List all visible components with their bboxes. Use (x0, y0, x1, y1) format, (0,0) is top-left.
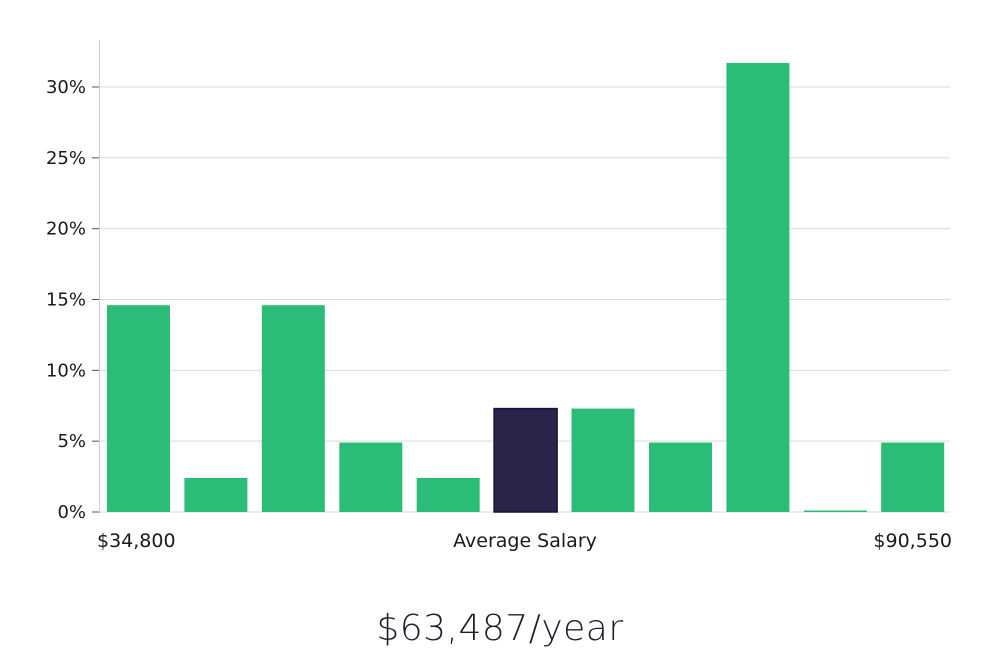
y-tick-label: 10% (46, 360, 86, 381)
y-tick-label: 0% (57, 502, 86, 523)
bar (261, 305, 325, 512)
bar (726, 62, 790, 513)
salary-histogram-chart: 0% 5% 10% 15% 20% 25% 30% $34,800 Average Sala… (46, 40, 952, 552)
x-right-label: $90,550 (873, 530, 952, 552)
bar (803, 510, 867, 512)
bar (649, 442, 712, 512)
bar (881, 442, 945, 512)
y-tick-label: 15% (46, 290, 86, 311)
bar (416, 478, 480, 512)
y-tick-label: 25% (46, 148, 86, 169)
y-axis-ticks: 0% 5% 10% 15% 20% 25% 30% (46, 77, 100, 523)
bar-average-salary (493, 407, 558, 513)
x-left-label: $34,800 (97, 530, 176, 552)
y-tick-label: 30% (46, 77, 86, 98)
grid-lines (100, 86, 950, 513)
bar (571, 408, 635, 512)
y-tick-label: 5% (57, 431, 86, 452)
bar (184, 478, 248, 512)
y-tick-label: 20% (46, 219, 86, 240)
bar (107, 305, 170, 512)
bar (339, 442, 403, 512)
bars (107, 62, 945, 513)
x-center-label: Average Salary (453, 530, 597, 552)
average-salary-value: $63,487/year (376, 608, 624, 649)
